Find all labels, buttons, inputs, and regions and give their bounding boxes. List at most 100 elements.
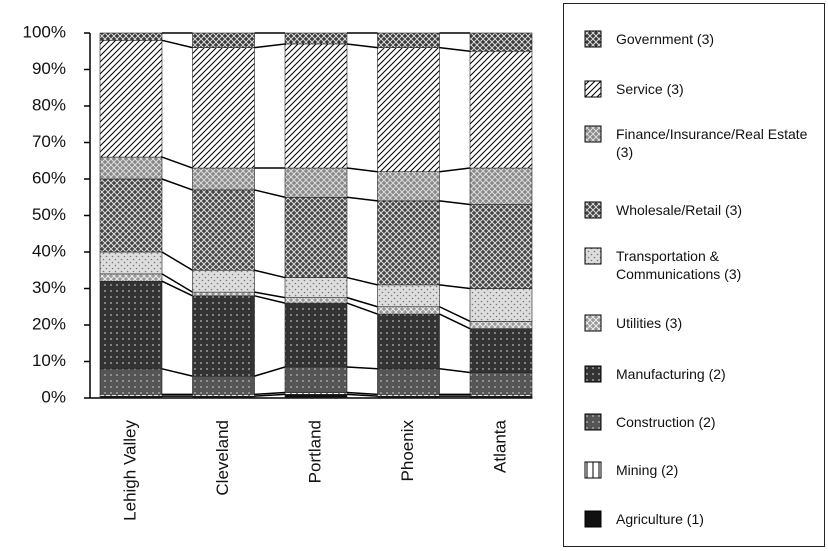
connector — [161, 156, 193, 169]
legend-swatch-box — [584, 365, 602, 383]
legend-entry: Finance/Insurance/Real Estate (3) — [584, 125, 819, 161]
connector — [346, 43, 378, 49]
bar-segment — [284, 302, 348, 368]
bar-segment — [469, 288, 533, 322]
legend-swatch — [584, 314, 602, 332]
legend-swatch — [584, 510, 602, 528]
connector — [254, 291, 286, 299]
legend-entry: Agriculture (1) — [584, 510, 819, 528]
x-tick-label: Portland — [305, 420, 324, 483]
bar-segment — [377, 47, 440, 172]
legend-swatch-box — [584, 413, 602, 431]
bar-segment — [469, 328, 533, 373]
bar-segment — [469, 321, 533, 329]
y-tick-label: 90% — [32, 59, 66, 78]
x-tick-label: Lehigh Valley — [120, 420, 139, 521]
connector — [346, 296, 378, 308]
legend-entry: Service (3) — [584, 80, 819, 98]
legend-swatch — [584, 413, 602, 431]
legend-label: Agriculture (1) — [616, 511, 704, 527]
connector — [346, 366, 378, 370]
connector — [254, 295, 286, 304]
y-tick-label: 20% — [32, 314, 66, 333]
bar-segment — [377, 171, 440, 202]
bar-segment — [469, 50, 533, 169]
connector — [254, 366, 286, 377]
connector — [254, 43, 286, 49]
bar-segment — [99, 156, 163, 180]
y-tick-label: 80% — [32, 95, 66, 114]
connector — [439, 313, 471, 330]
bar-segment — [377, 368, 440, 395]
legend-swatch-box — [584, 510, 602, 528]
bar-segment — [284, 43, 348, 169]
connector — [439, 284, 471, 290]
bar-segment — [284, 277, 348, 298]
connector — [254, 189, 286, 198]
y-tick-label: 60% — [32, 168, 66, 187]
legend-entry: Transportation & Communications (3) — [584, 247, 819, 283]
y-tick-label: 70% — [32, 132, 66, 151]
legend-swatch-box — [584, 80, 602, 98]
bar-segment — [284, 196, 348, 278]
chart: 0% 10% 20% 30% 40% 50% 60% 70% 80% 90% 100% Lehigh … — [23, 22, 533, 521]
y-tick-label: 50% — [32, 205, 66, 224]
bar-segment — [99, 178, 163, 253]
legend-label: Government (3) — [616, 31, 715, 47]
y-tick-label: 0% — [41, 387, 66, 406]
bar-segment — [377, 284, 440, 308]
connector — [161, 368, 193, 377]
connector — [346, 391, 378, 396]
bar-segment — [99, 32, 163, 41]
bar-segment — [469, 167, 533, 205]
legend-entry: Construction (2) — [584, 413, 819, 431]
legend-swatch — [584, 247, 602, 265]
bar-segment — [192, 269, 255, 293]
bar-segment — [284, 297, 348, 304]
y-tick-label: 100% — [23, 22, 66, 41]
legend-swatch-box — [584, 247, 602, 265]
legend-label: Mining (2) — [616, 462, 679, 478]
bar-segment — [284, 394, 348, 399]
bar-segment — [284, 167, 348, 198]
connector — [439, 167, 471, 173]
connector — [161, 251, 193, 271]
connector — [346, 196, 378, 202]
connector — [346, 167, 378, 173]
x-tick-label: Atlanta — [490, 419, 509, 472]
legend-label: Wholesale/Retail (3) — [616, 202, 743, 218]
bar-segment — [469, 372, 533, 395]
bar-segment — [284, 32, 348, 45]
connector — [439, 46, 471, 52]
legend-swatch — [584, 201, 602, 219]
legend-swatch-box — [584, 125, 602, 143]
bar-segment — [192, 189, 255, 271]
legend-swatch — [584, 30, 602, 48]
legend-swatch-box — [584, 201, 602, 219]
bar-segment — [284, 366, 348, 393]
legend-entry: Mining (2) — [584, 461, 819, 479]
connector — [161, 280, 193, 297]
bar-segment — [99, 39, 163, 158]
connector — [161, 273, 193, 293]
bar-segment — [192, 32, 255, 48]
x-tick-label: Cleveland — [213, 420, 232, 496]
legend-label: Finance/Insurance/Real Estate (3) — [616, 126, 808, 160]
connector — [346, 393, 378, 397]
legend-swatch — [584, 125, 602, 143]
connector — [346, 276, 378, 286]
legend-label: Construction (2) — [616, 414, 716, 430]
connector — [439, 200, 471, 206]
legend-swatch-box — [584, 461, 602, 479]
legend-label: Utilities (3) — [616, 315, 683, 331]
legend-entry: Manufacturing (2) — [584, 365, 819, 383]
connector — [161, 178, 193, 191]
connector — [439, 368, 471, 374]
bar-segment — [469, 204, 533, 289]
legend-swatch — [584, 365, 602, 383]
bar-segment — [99, 251, 163, 275]
connector — [439, 306, 471, 323]
bar-segment — [469, 32, 533, 52]
connector — [254, 391, 286, 396]
